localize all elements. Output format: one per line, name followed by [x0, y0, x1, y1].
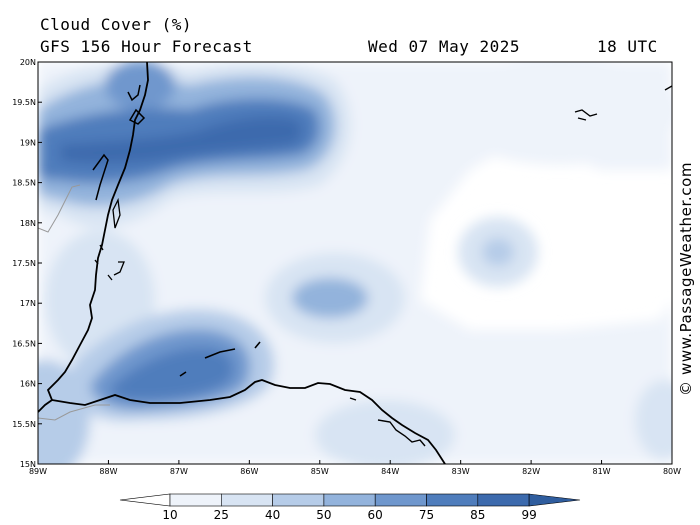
cloud-north-band-peak	[60, 116, 302, 164]
map-title: Cloud Cover (%)	[40, 15, 192, 34]
coastline-cuba	[664, 85, 672, 91]
credit-watermark: © www.PassageWeather.com	[677, 162, 697, 416]
cloud-light-east	[440, 62, 672, 165]
lat-label-20N: 20N	[20, 58, 36, 67]
coastline-peninsula-tip	[127, 84, 141, 102]
coastline-chetumal	[92, 153, 109, 201]
lon-label-82W: 82W	[522, 467, 540, 476]
cays-belize	[94, 244, 125, 281]
credit-text: © www.PassageWeather.com	[677, 161, 695, 396]
border-lines	[38, 184, 110, 421]
lon-label-85W: 85W	[311, 467, 329, 476]
lon-label-89W: 89W	[29, 467, 47, 476]
lon-label-81W: 81W	[593, 467, 611, 476]
land-features	[38, 62, 672, 464]
lat-label-17N: 17N	[20, 299, 36, 308]
lat-label-16N: 16N	[20, 380, 36, 389]
lat-label-16.5N: 16.5N	[12, 339, 36, 348]
lat-label-18N: 18N	[20, 219, 36, 228]
forecast-subtitle: GFS 156 Hour Forecast	[40, 37, 253, 56]
cays-mosquitia	[349, 397, 426, 447]
lat-label-19N: 19N	[20, 138, 36, 147]
island-roatan	[179, 341, 261, 377]
lat-label-18.5N: 18.5N	[12, 179, 36, 188]
axis-ticks: 20N 19.5N 19N 18.5N 18N 17.5N 17N 16.5N 16N 15.5N…	[12, 58, 681, 476]
cloud-east-patch-inner	[482, 238, 514, 266]
cloud-south-band-core	[109, 347, 234, 400]
lon-label-80W: 80W	[663, 467, 681, 476]
lon-label-84W: 84W	[381, 467, 399, 476]
lat-label-15N: 15N	[20, 460, 36, 469]
cloud-south-east-patch	[315, 400, 455, 464]
colorbar-label: 60	[367, 508, 383, 522]
island-cayman	[574, 109, 598, 121]
forecast-time: 18 UTC	[597, 37, 658, 56]
coastline-honduras	[51, 379, 446, 464]
lon-label-87W: 87W	[170, 467, 188, 476]
lon-label-83W: 83W	[452, 467, 470, 476]
lat-label-19.5N: 19.5N	[12, 98, 36, 107]
colorbar-label: 25	[213, 508, 229, 522]
colorbar-label: 10	[162, 508, 178, 522]
island-ambergris	[112, 197, 121, 229]
forecast-date: Wed 07 May 2025	[368, 37, 520, 56]
cloud-se-patch	[635, 380, 672, 460]
cloud-field	[38, 62, 672, 464]
colorbar-label: 50	[316, 508, 332, 522]
lon-label-88W: 88W	[99, 467, 117, 476]
colorbar-label: 85	[470, 508, 486, 522]
lon-label-86W: 86W	[240, 467, 258, 476]
colorbar-label: 75	[418, 508, 435, 522]
island-cozumel	[128, 108, 146, 125]
cloud-mid-patch-inner	[292, 278, 368, 318]
colorbar-label: 99	[521, 508, 537, 522]
lat-label-15.5N: 15.5N	[12, 420, 36, 429]
coastline-yucatan-belize	[38, 62, 149, 413]
lat-label-17.5N: 17.5N	[12, 259, 36, 268]
colorbar-label: 40	[264, 508, 281, 522]
